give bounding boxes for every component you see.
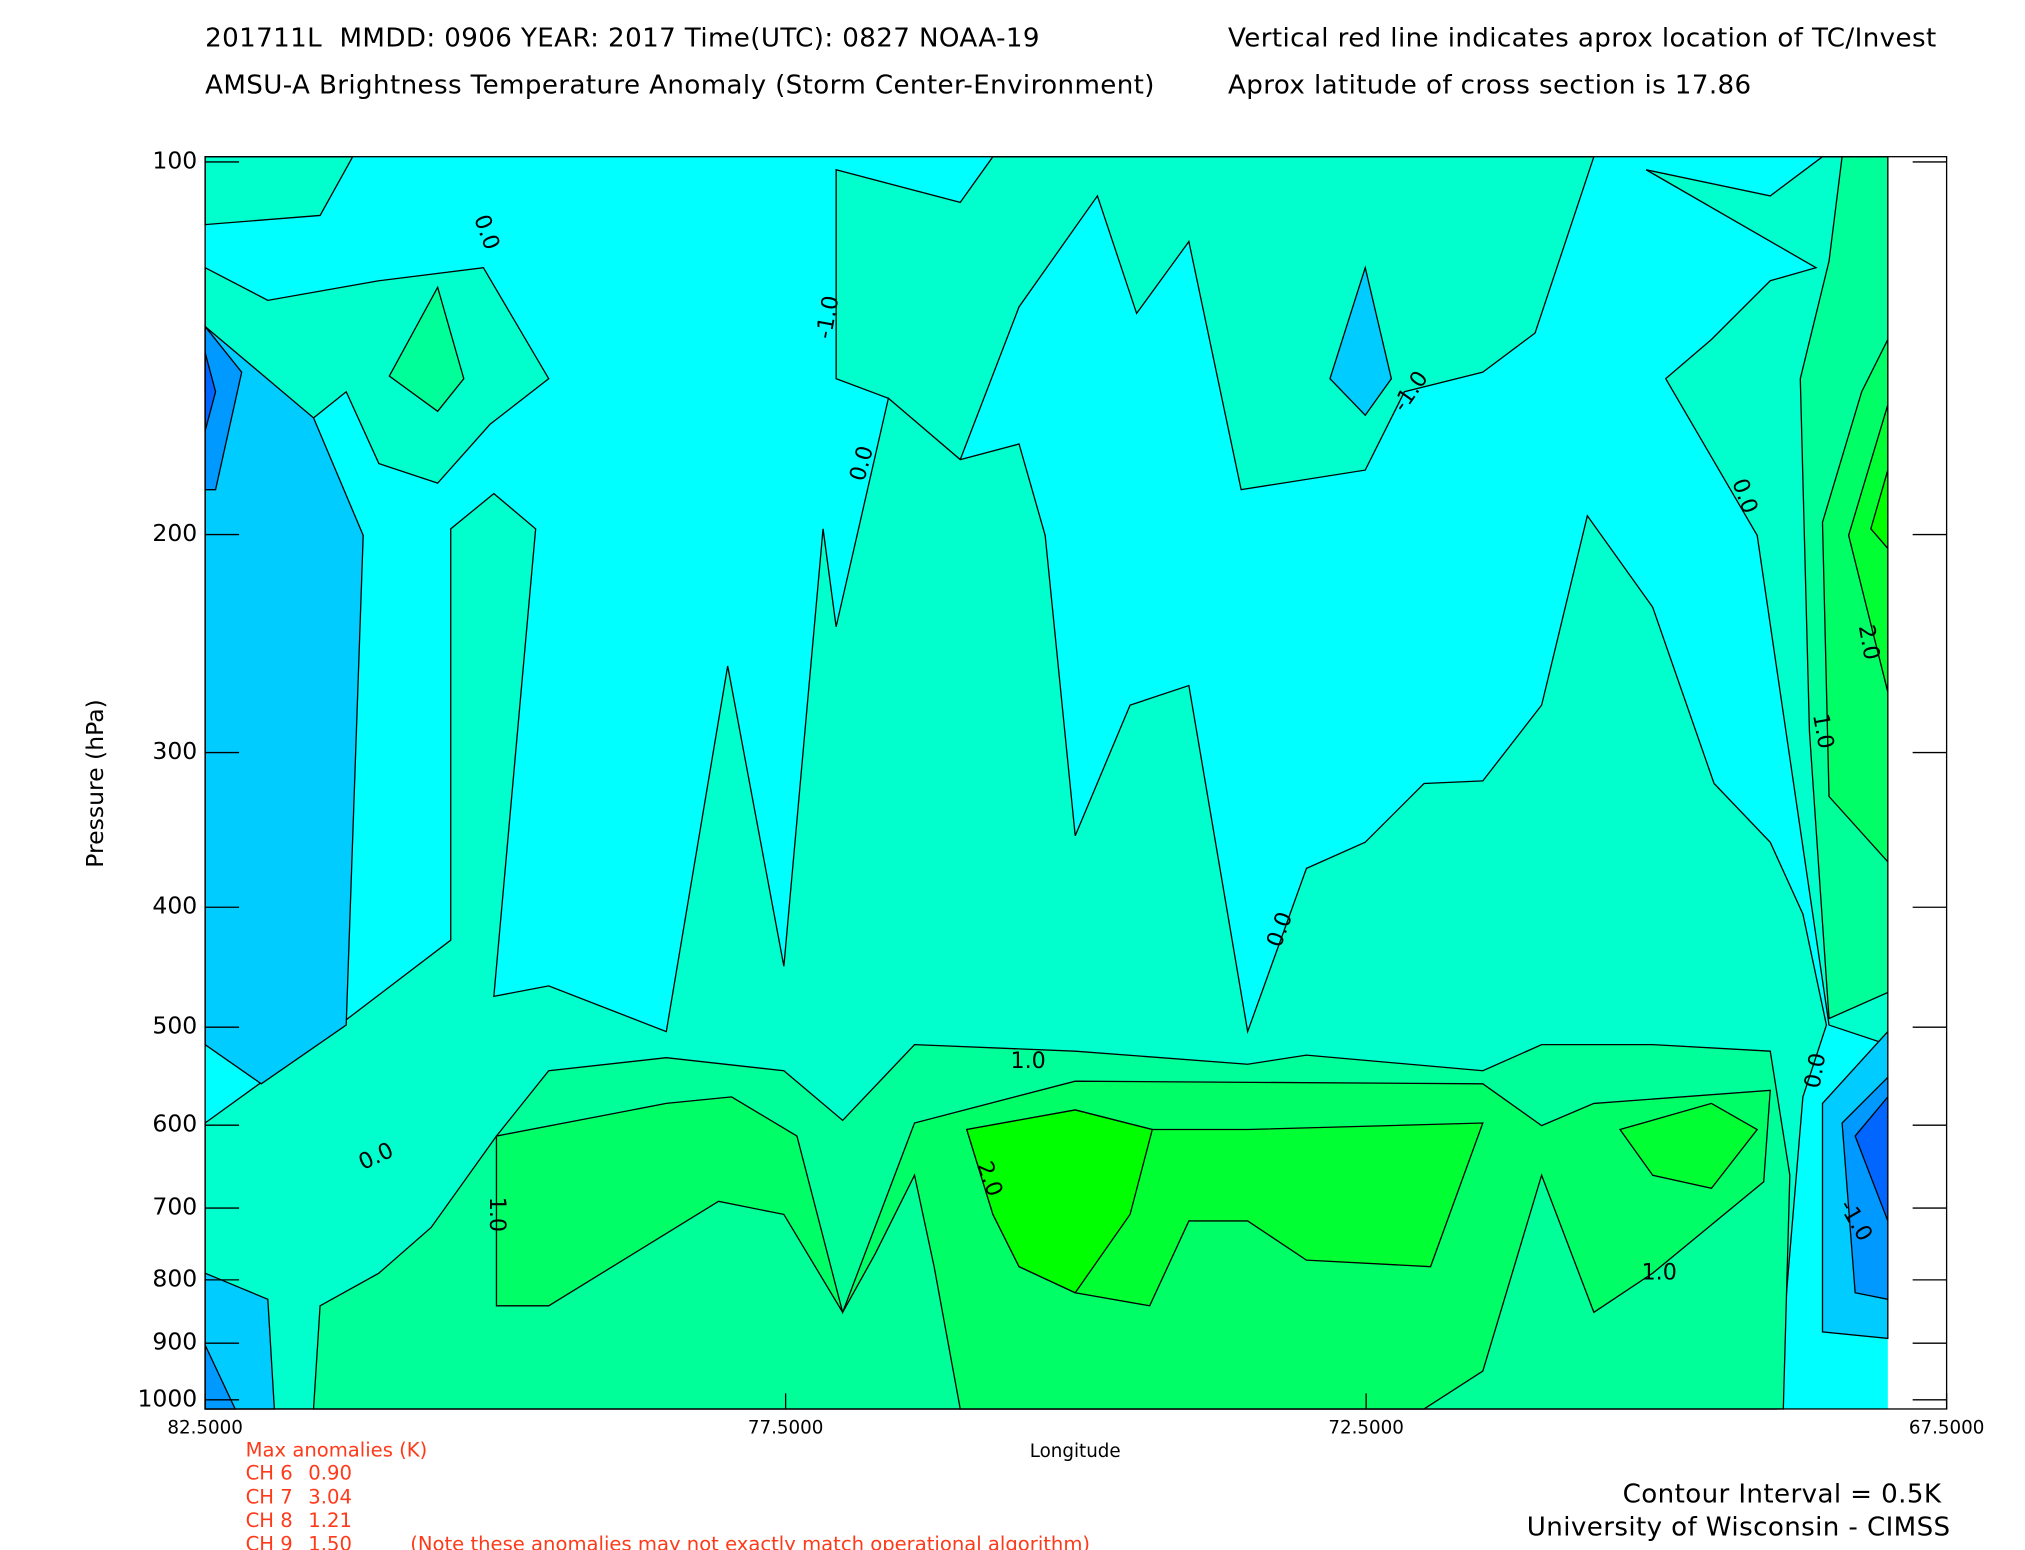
footer: Contour Interval = 0.5K — [1623, 1480, 1942, 1510]
header-note: Aprox latitude of cross section is 17.86 — [1228, 71, 1751, 101]
contour-label: 1.0 — [484, 1197, 510, 1232]
x-tick-label: 77.5000 — [748, 1418, 824, 1439]
anomaly-value: 0.90 — [308, 1462, 352, 1485]
contour-label: 2.0 — [1853, 623, 1885, 662]
contour-band — [965, 1109, 1154, 1294]
contour-label: 0.0 — [1800, 1051, 1832, 1090]
y-tick-label: 500 — [152, 1012, 197, 1040]
title-line: AMSU-A Brightness Temperature Anomaly (S… — [205, 71, 1155, 101]
contour-band — [1618, 1102, 1759, 1190]
x-tick-label: 72.5000 — [1328, 1418, 1404, 1439]
anomaly-value: 1.50 — [308, 1532, 352, 1550]
x-tick-label: 67.5000 — [1909, 1418, 1985, 1439]
y-tick-label: 600 — [152, 1110, 197, 1138]
anomaly-channel: CH 6 — [246, 1462, 293, 1485]
y-axis-label: Pressure (hPa) — [81, 699, 109, 868]
contour-band — [388, 285, 465, 413]
y-tick-label: 300 — [152, 737, 197, 765]
anomaly-value: 1.21 — [308, 1509, 352, 1532]
anomaly-note: (Note these anomalies may not exactly ma… — [410, 1532, 1090, 1550]
contour-band — [1854, 1095, 1889, 1222]
y-tick-label: 800 — [152, 1264, 197, 1292]
contour-field — [204, 156, 1889, 1410]
x-axis-label: Longitude — [1030, 1441, 1121, 1462]
anomaly-title: Max anomalies (K) — [246, 1438, 428, 1461]
contour-band — [1329, 265, 1393, 417]
y-tick-label: 200 — [152, 519, 197, 547]
contour-label: 1.0 — [1642, 1260, 1677, 1286]
anomaly-channel: CH 9 — [246, 1532, 293, 1550]
contour-label: 1.0 — [1011, 1048, 1046, 1074]
y-tick-label: 400 — [152, 892, 197, 920]
y-tick-label: 900 — [152, 1328, 197, 1356]
anomaly-value: 3.04 — [308, 1485, 352, 1508]
contour-label: 1.0 — [1807, 712, 1839, 751]
x-tick-label: 82.5000 — [167, 1418, 243, 1439]
footer: University of Wisconsin - CIMSS — [1527, 1512, 1951, 1542]
y-tick-label: 1000 — [137, 1384, 197, 1412]
contour-band — [1870, 469, 1889, 551]
y-tick-label: 700 — [152, 1193, 197, 1221]
anomaly-channel: CH 7 — [246, 1485, 293, 1508]
plot-frame — [204, 156, 1948, 1410]
y-tick-label: 100 — [152, 146, 197, 174]
anomaly-channel: CH 8 — [246, 1509, 293, 1532]
header-note: Vertical red line indicates aprox locati… — [1228, 24, 1937, 54]
title-line: 201711L MMDD: 0906 YEAR: 2017 Time(UTC):… — [205, 24, 1040, 54]
